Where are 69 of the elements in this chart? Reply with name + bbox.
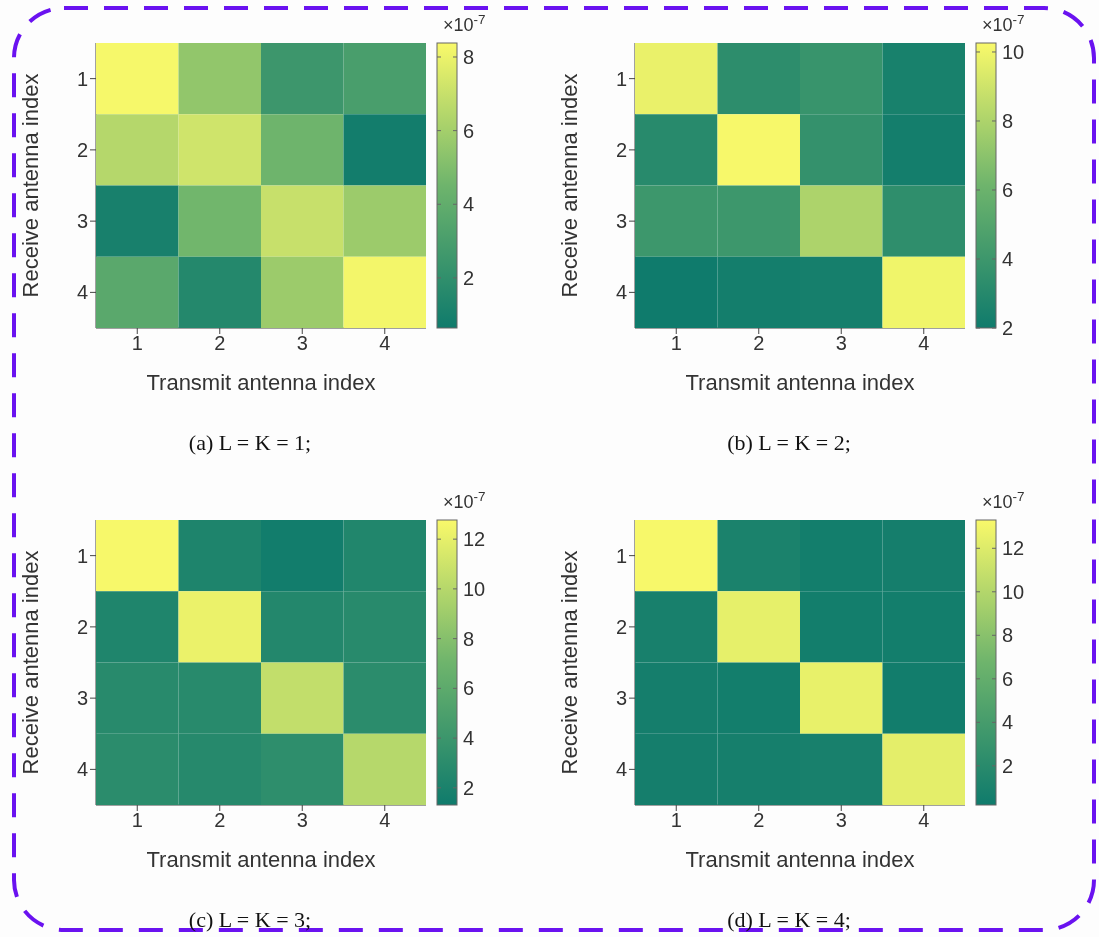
color-bar-title: ×10$^{-7}$ [443, 11, 486, 35]
color-bar-label: 12 [463, 528, 486, 551]
y-tick-label: 3 [76, 687, 88, 710]
x-tick-label: 3 [835, 332, 847, 355]
color-bar-label: 2 [463, 776, 475, 799]
x-tick-label: 4 [918, 809, 930, 832]
y-tick-label: 4 [615, 281, 627, 304]
x-tick-label: 1 [131, 332, 143, 355]
y-tick-label: 4 [76, 758, 88, 781]
color-bar-title: ×10$^{-7}$ [982, 11, 1025, 35]
x-axis-title: Transmit antenna index [685, 370, 915, 395]
x-tick-label: 2 [214, 332, 226, 355]
y-tick-label: 4 [76, 281, 88, 304]
y-tick-label: 3 [76, 210, 88, 233]
y-tick-label: 2 [76, 615, 88, 638]
color-bar-label: 8 [463, 627, 475, 650]
x-tick-label: 3 [835, 809, 847, 832]
color-bar-label: 8 [1002, 624, 1014, 647]
text: (c) L = K = 3; [187, 907, 313, 933]
x-tick-label: 4 [379, 332, 391, 355]
x-tick-label: 4 [918, 332, 930, 355]
color-bar-label: 8 [463, 45, 475, 68]
x-tick-label: 4 [379, 809, 391, 832]
x-tick-label: 3 [296, 332, 308, 355]
color-bar-label: 12 [1002, 537, 1025, 560]
y-tick-label: 3 [615, 210, 627, 233]
text: (d) L = K = 4; [726, 907, 852, 933]
x-tick-label: 3 [296, 809, 308, 832]
color-bar-label: 4 [1002, 711, 1014, 734]
color-bar-label: 10 [463, 577, 486, 600]
color-bar-title: ×10$^{-7}$ [982, 488, 1025, 512]
x-tick-label: 2 [214, 809, 226, 832]
color-bar-label: 4 [463, 727, 475, 750]
color-bar-label: 6 [463, 677, 475, 700]
y-tick-label: 2 [615, 138, 627, 161]
color-bar-label: 6 [463, 119, 475, 142]
x-axis-title: Transmit antenna index [146, 370, 376, 395]
y-tick-label: 4 [615, 758, 627, 781]
color-bar-label: 10 [1002, 40, 1025, 63]
x-tick-label: 2 [753, 809, 765, 832]
y-axis-title: Receive antenna index [17, 73, 43, 298]
text: (b) L = K = 2; [726, 430, 852, 456]
x-tick-label: 1 [670, 809, 682, 832]
x-axis-title: Transmit antenna index [685, 847, 915, 872]
text: (a) L = K = 1; [187, 430, 313, 456]
y-tick-label: 1 [76, 67, 88, 90]
color-bar-label: 6 [1002, 178, 1014, 201]
y-tick-label: 2 [615, 615, 627, 638]
color-bar-label: 4 [1002, 247, 1014, 270]
color-bar-label: 8 [1002, 109, 1014, 132]
y-tick-label: 1 [615, 544, 627, 567]
x-tick-label: 1 [670, 332, 682, 355]
color-bar-label: 6 [1002, 667, 1014, 690]
y-tick-label: 2 [76, 138, 88, 161]
y-tick-label: 1 [615, 67, 627, 90]
y-axis-title: Receive antenna index [556, 73, 582, 298]
color-bar-label: 4 [463, 193, 475, 216]
x-tick-label: 2 [753, 332, 765, 355]
color-bar-label: 2 [1002, 754, 1014, 777]
x-axis-title: Transmit antenna index [146, 847, 376, 872]
y-axis-title: Receive antenna index [17, 550, 43, 775]
color-bar-title: ×10$^{-7}$ [443, 488, 486, 512]
y-tick-label: 3 [615, 687, 627, 710]
color-bar-label: 2 [1002, 317, 1014, 339]
color-bar-label: 2 [463, 266, 475, 289]
y-axis-title: Receive antenna index [556, 550, 582, 775]
y-tick-label: 1 [76, 544, 88, 567]
color-bar-label: 10 [1002, 580, 1025, 603]
x-tick-label: 1 [131, 809, 143, 832]
